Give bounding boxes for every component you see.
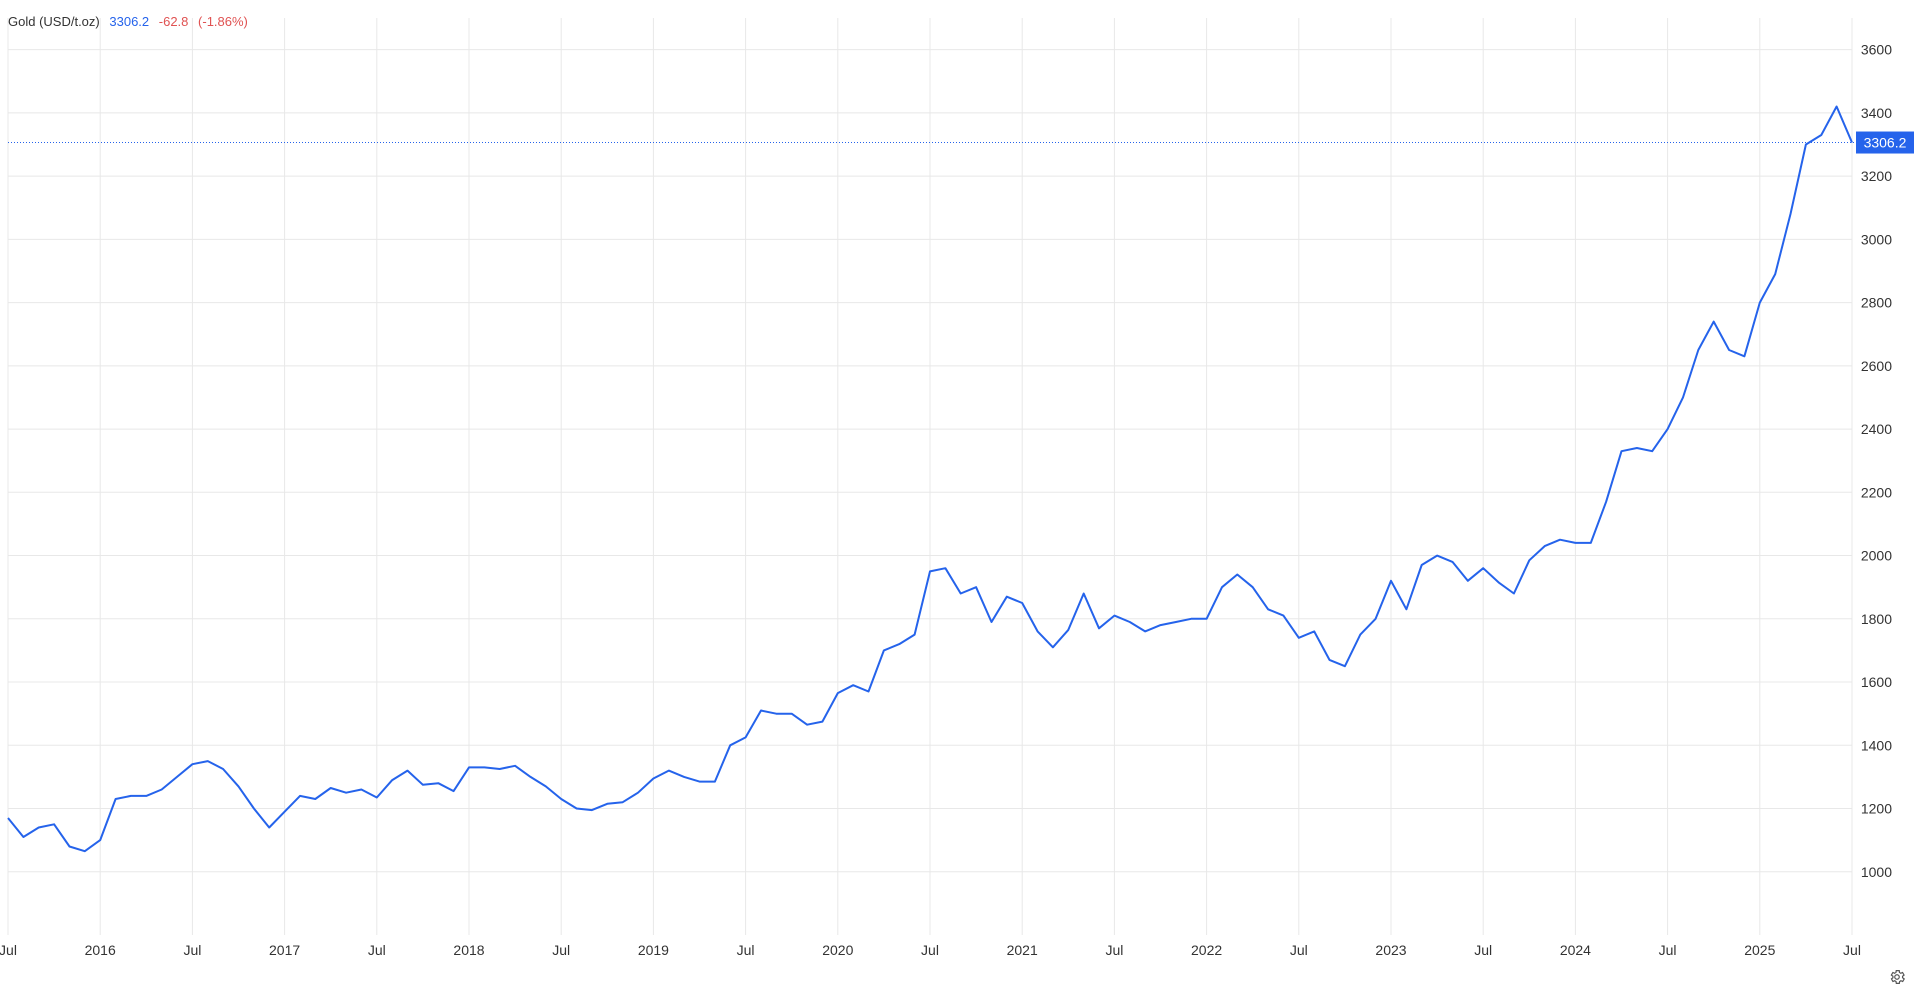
y-tick-label: 3400 — [1861, 105, 1892, 121]
x-tick-label: Jul — [921, 942, 939, 958]
x-tick-label: Jul — [1659, 942, 1677, 958]
x-tick-label: 2021 — [1007, 942, 1038, 958]
last-price-badge — [1856, 131, 1914, 154]
x-tick-label: 2016 — [85, 942, 116, 958]
x-tick-label: Jul — [552, 942, 570, 958]
x-tick-label: Jul — [183, 942, 201, 958]
x-tick-label: 2019 — [638, 942, 669, 958]
y-tick-label: 3200 — [1861, 168, 1892, 184]
y-tick-label: 3600 — [1861, 42, 1892, 58]
y-tick-label: 2800 — [1861, 295, 1892, 311]
y-tick-label: 3000 — [1861, 231, 1892, 247]
price-change: -62.8 — [158, 14, 189, 29]
x-tick-label: Jul — [0, 942, 17, 958]
x-tick-label: 2017 — [269, 942, 300, 958]
x-tick-label: Jul — [737, 942, 755, 958]
x-tick-label: 2023 — [1375, 942, 1406, 958]
y-tick-label: 2400 — [1861, 421, 1892, 437]
last-price: 3306.2 — [109, 14, 150, 29]
gold-price-line — [7, 105, 1853, 853]
x-tick-label: 2025 — [1744, 942, 1775, 958]
x-tick-label: Jul — [1474, 942, 1492, 958]
y-tick-label: 1600 — [1861, 674, 1892, 690]
y-tick-label: 1800 — [1861, 611, 1892, 627]
x-tick-label: 2022 — [1191, 942, 1222, 958]
y-tick-label: 2200 — [1861, 484, 1892, 500]
last-price-badge-label: 3306.2 — [1864, 135, 1907, 151]
x-tick-label: 2024 — [1560, 942, 1591, 958]
y-tick-label: 1200 — [1861, 801, 1892, 817]
x-tick-label: Jul — [1843, 942, 1861, 958]
y-tick-label: 2000 — [1861, 548, 1892, 564]
gear-icon[interactable] — [1888, 968, 1906, 986]
x-tick-label: 2020 — [822, 942, 853, 958]
y-tick-label: 1400 — [1861, 737, 1892, 753]
instrument-name: Gold (USD/t.oz) — [8, 14, 100, 29]
chart-header: Gold (USD/t.oz) 3306.2 -62.8 (-1.86%) — [8, 14, 254, 29]
x-tick-label: Jul — [1105, 942, 1123, 958]
y-tick-label: 2600 — [1861, 358, 1892, 374]
x-tick-label: Jul — [368, 942, 386, 958]
x-tick-label: Jul — [1290, 942, 1308, 958]
price-change-percent: (-1.86%) — [198, 14, 248, 29]
y-tick-label: 1000 — [1861, 864, 1892, 880]
x-tick-label: 2018 — [453, 942, 484, 958]
